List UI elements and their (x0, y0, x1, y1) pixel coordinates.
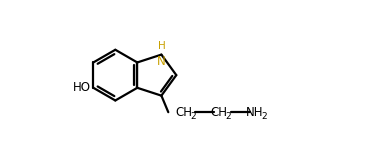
Text: CH: CH (211, 106, 228, 119)
Text: NH: NH (246, 106, 264, 119)
Text: N: N (157, 55, 166, 68)
Text: HO: HO (73, 81, 91, 94)
Text: 2: 2 (262, 112, 267, 121)
Text: CH: CH (175, 106, 192, 119)
Text: 2: 2 (190, 112, 196, 121)
Text: 2: 2 (226, 112, 231, 121)
Text: H: H (157, 41, 165, 51)
